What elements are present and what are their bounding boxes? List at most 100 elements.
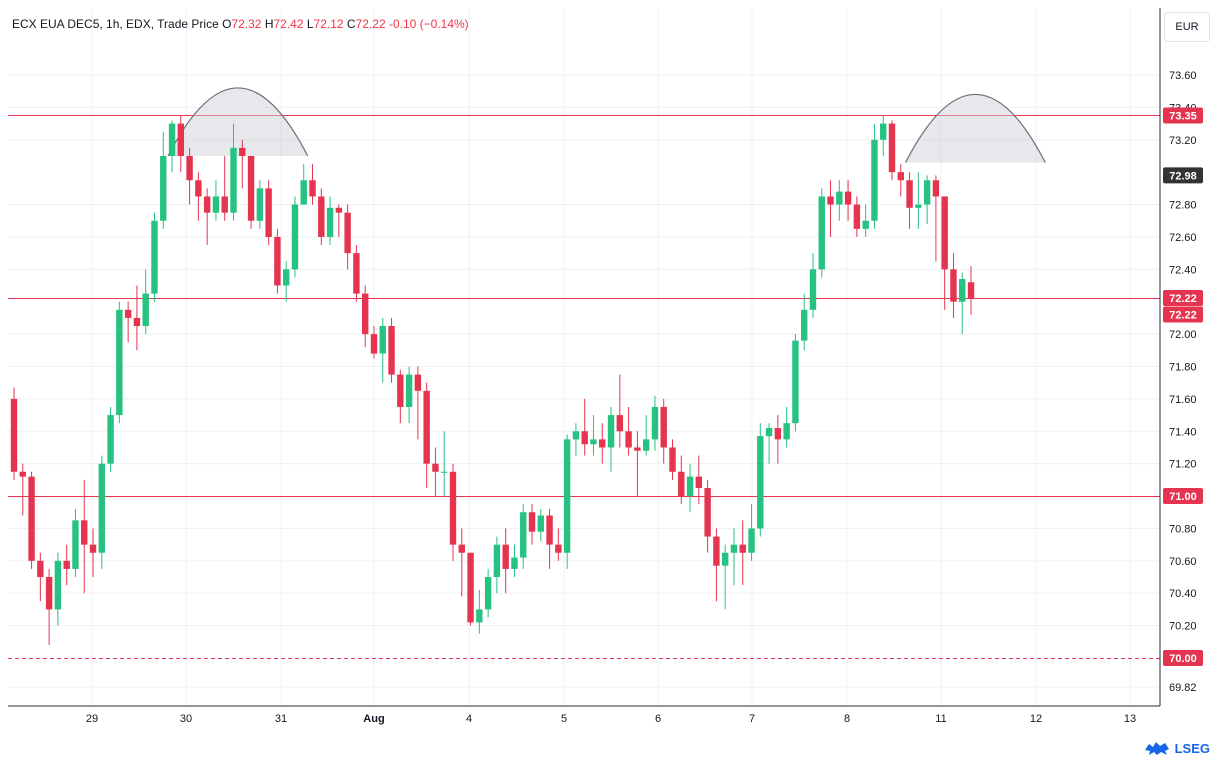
candle-body (344, 212, 351, 254)
candle-body (792, 340, 799, 424)
y-tick-label: 73.20 (1169, 135, 1197, 147)
candle-body (678, 471, 685, 497)
brand-name: LSEG (1174, 740, 1210, 756)
y-tick-label: 72.40 (1169, 264, 1197, 276)
candle-body (818, 196, 825, 270)
candle-body (757, 436, 764, 529)
x-tick-label: 5 (561, 713, 567, 725)
y-tick-label: 70.40 (1169, 588, 1197, 600)
x-tick-label: 13 (1124, 713, 1136, 725)
candle-body (528, 512, 536, 532)
x-tick-label: 30 (180, 713, 192, 725)
high-label: H (264, 17, 274, 31)
candle-body (37, 560, 44, 578)
candle-body (116, 309, 123, 416)
open-label: O (222, 17, 232, 31)
candle-body (844, 191, 852, 205)
candle-body (335, 207, 343, 213)
y-tick-label: 71.40 (1169, 426, 1197, 438)
candle-body (520, 512, 527, 558)
candle-body (45, 577, 53, 610)
candle-body (836, 191, 843, 205)
level-badge-label: 73.35 (1169, 110, 1197, 122)
brand-logo[interactable]: LSEG (1143, 740, 1210, 756)
price-badge-label: 72.22 (1169, 309, 1197, 321)
candle-body (967, 282, 975, 299)
y-tick-label: 69.82 (1169, 682, 1197, 694)
price-badge-label: 72.22 (1169, 293, 1197, 305)
high-value: 72.42 (273, 17, 304, 31)
candle-body (941, 196, 948, 270)
y-axis-ticks: 73.6073.4073.2072.8072.6072.4072.0071.80… (1169, 70, 1197, 694)
candle-body (423, 390, 430, 464)
candle-body (89, 544, 97, 553)
candle-body (221, 196, 228, 213)
close-value: 72.22 (355, 17, 386, 31)
candle-body (739, 544, 746, 553)
low-label: L (306, 17, 314, 31)
candle-body (98, 463, 105, 553)
arc-curve-2[interactable] (905, 93, 1046, 163)
candle-body (318, 196, 325, 237)
chart-axes (8, 8, 1161, 707)
y-tick-label: 70.20 (1169, 621, 1197, 633)
candle-body (265, 188, 272, 237)
x-axis-ticks: 29 30 31 Aug 4 5 6 7 8 11 12 13 (86, 713, 1136, 725)
candle-body (888, 123, 896, 173)
currency-button[interactable]: EUR (1164, 12, 1210, 42)
x-tick-label: 11 (935, 713, 946, 725)
x-tick-label: 29 (86, 713, 98, 725)
candle-body (133, 317, 141, 327)
candle-body (291, 204, 299, 270)
arc-curve-1[interactable] (167, 87, 309, 157)
y-tick-label: 72.60 (1169, 232, 1197, 244)
candle-body (441, 471, 448, 473)
candle-body (28, 476, 35, 561)
open-value: 72.32 (231, 17, 262, 31)
level-badge-label: 70.00 (1169, 653, 1197, 665)
horizontal-levels[interactable] (8, 115, 1160, 659)
level-badge-label: 71.00 (1169, 491, 1197, 503)
candle-body (239, 147, 246, 156)
candle-body (397, 374, 404, 407)
candle-body (642, 439, 650, 451)
y-tick-label: 73.60 (1169, 70, 1197, 82)
candle-body (326, 207, 334, 237)
candle-body (300, 180, 307, 205)
candle-body (256, 188, 264, 221)
candle-body (414, 374, 422, 391)
candle-body (765, 428, 773, 437)
lion-icon (1144, 742, 1169, 755)
candle-body (449, 471, 457, 545)
candle-body (607, 415, 615, 448)
change-value: -0.10 (−0.14%) (388, 17, 469, 31)
candle-body (388, 326, 395, 375)
x-tick-label: 4 (466, 713, 472, 725)
level-badge-73.35 (1163, 107, 1203, 124)
candle-body (309, 180, 316, 197)
candle-body (897, 172, 904, 181)
candle-body (774, 428, 782, 440)
candle-body (634, 447, 641, 451)
candle-body (625, 431, 632, 448)
pattern-arcs[interactable] (167, 87, 1046, 163)
candle-body (590, 439, 597, 445)
candle-body (177, 123, 185, 156)
y-tick-label: 71.80 (1169, 362, 1197, 374)
chart-grid (8, 8, 1160, 706)
candle-body (721, 552, 729, 566)
chart-header: ECX EUA DEC5, 1h, EDX, Trade Price O72.3… (12, 17, 469, 31)
price-badge-72.22 (1163, 289, 1203, 306)
x-tick-label: 7 (749, 713, 755, 725)
candle-body (19, 471, 26, 477)
candle-body (458, 544, 465, 553)
candle-body (230, 147, 237, 213)
candle-body (862, 220, 869, 229)
candle-body (274, 236, 281, 286)
price-badges: 72.98 72.22 72.22 73.35 71.00 70.00 (1163, 107, 1203, 666)
x-tick-label: 31 (275, 713, 287, 725)
close-label: C (346, 17, 356, 31)
candle-body (107, 415, 114, 464)
candle-body (362, 293, 369, 335)
